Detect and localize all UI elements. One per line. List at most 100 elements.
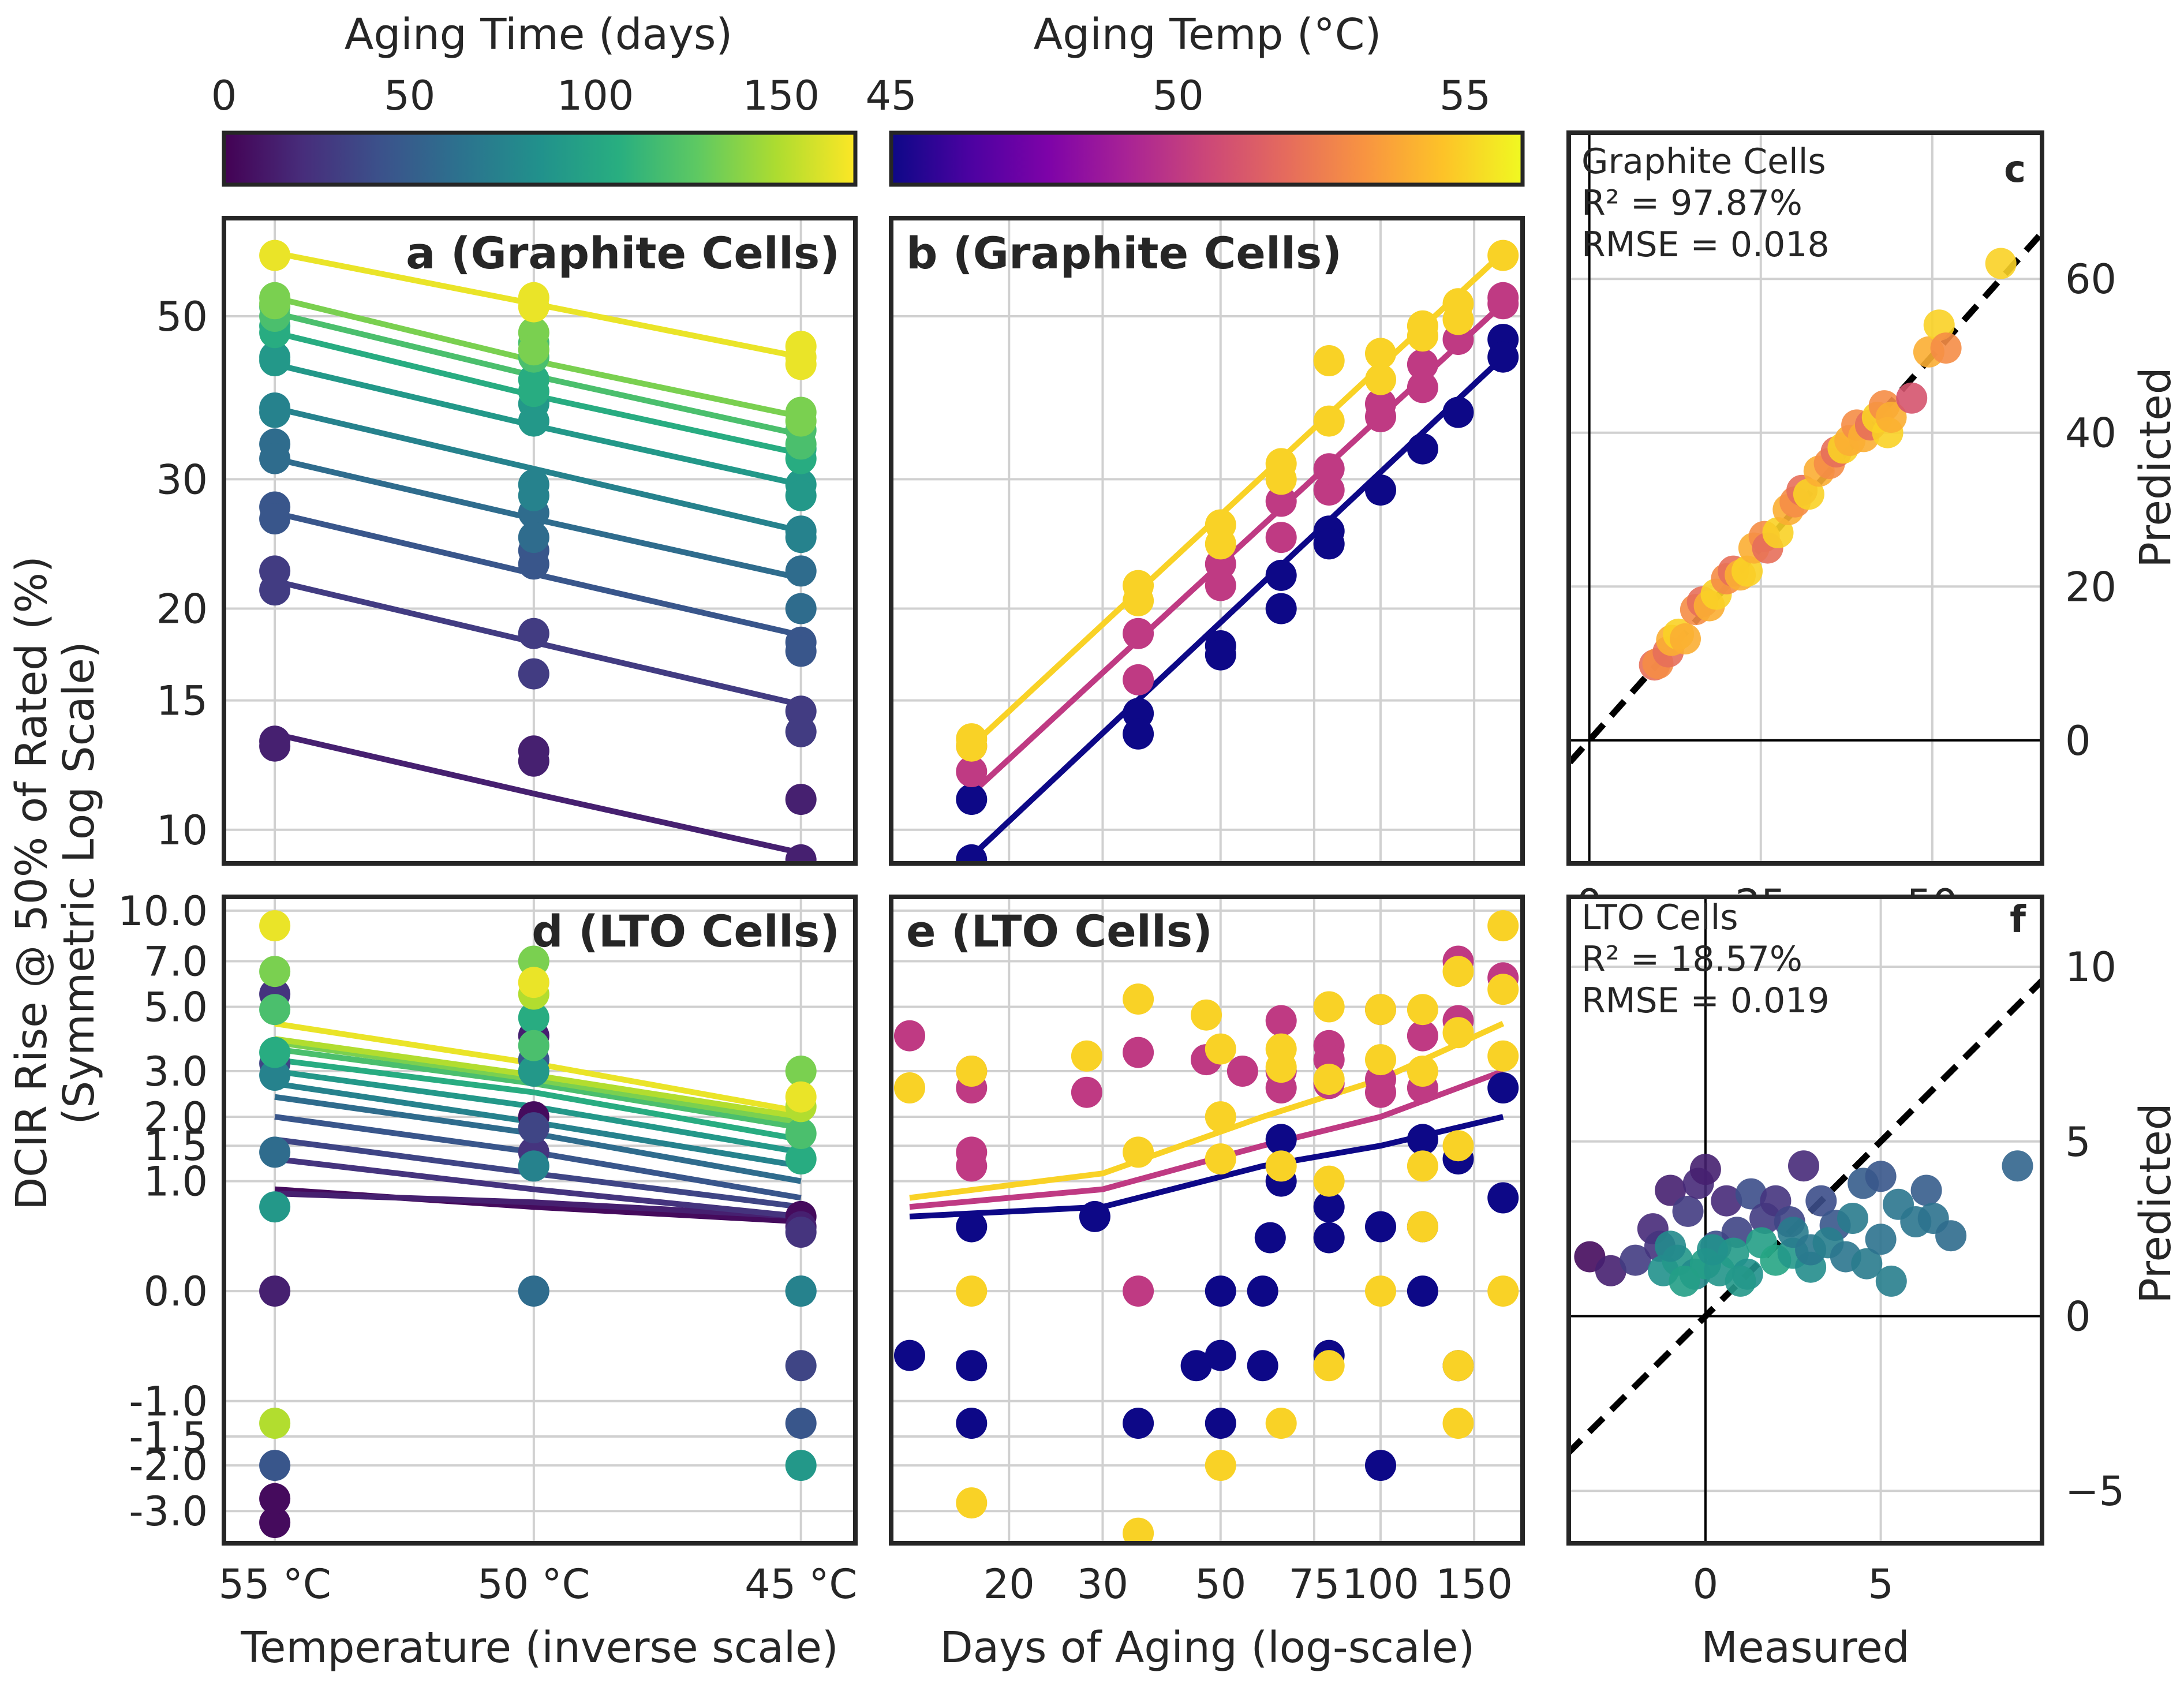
panel-d-ytick-9: -1.5 xyxy=(129,1413,208,1461)
panel-d-xtick-2: 45 °C xyxy=(745,1561,857,1608)
panel-a-point-3-1 xyxy=(259,443,291,474)
panel-b-point-2-10 xyxy=(1365,364,1396,395)
panel-e-point-0-5 xyxy=(1123,1408,1154,1439)
panel-d-ytick-10: -2.0 xyxy=(129,1442,208,1490)
panel-d-point-4-2 xyxy=(785,1408,817,1439)
panel-f-ytick-2: 5 xyxy=(2065,1118,2091,1166)
panel-e-xlabel: Days of Aging (log-scale) xyxy=(940,1623,1475,1673)
panel-b-point-2-3 xyxy=(1123,570,1154,601)
panel-f-point-42 xyxy=(1851,1248,1883,1280)
panel-d-point-7-1 xyxy=(518,1056,549,1087)
panel-b-point-0-7 xyxy=(1265,559,1297,591)
panel-d-point-5-0 xyxy=(259,1136,291,1168)
panel-a-point-5-3 xyxy=(518,405,549,437)
panel-d-point-6-0 xyxy=(259,1060,291,1091)
panel-a-point-8-3 xyxy=(518,334,549,366)
panel-a-point-4-1 xyxy=(259,396,291,428)
panel-f-plot-area xyxy=(1569,897,2042,1543)
panel-e-point-2-2 xyxy=(956,1275,988,1307)
panel-d-fit-line-2 xyxy=(274,1156,802,1219)
colorbar-temp-label: Aging Temp (°C) xyxy=(1034,10,1382,59)
panel-f-frame xyxy=(1566,895,2044,1546)
panel-b-point-0-0 xyxy=(956,844,988,863)
panel-e-point-2-17 xyxy=(1313,991,1345,1023)
panel-e-point-2-32 xyxy=(1442,1408,1474,1439)
colorbar-time-gradient xyxy=(222,130,858,187)
panel-f-point-34 xyxy=(1655,1230,1686,1262)
panel-b-point-0-11 xyxy=(1407,433,1438,465)
panel-c-point-37 xyxy=(1930,332,1962,364)
panel-d-point-9-1 xyxy=(518,1030,549,1061)
panel-e-point-0-2 xyxy=(956,1350,988,1382)
panel-d-fit-line-1 xyxy=(274,1191,801,1219)
panel-f-ytick-0: −5 xyxy=(2065,1468,2125,1515)
panel-f-xtick-0: 0 xyxy=(1693,1561,1719,1608)
panel-d-ytick-4: 2.0 xyxy=(144,1094,208,1141)
panel-e: 20 30 50 75 100 150 xyxy=(889,895,1525,1608)
panel-a-point-0-5 xyxy=(785,844,817,863)
panel-e-point-2-27 xyxy=(1407,1211,1438,1243)
panel-e-frame xyxy=(889,895,1525,1546)
panel-f-point-12 xyxy=(1735,1178,1767,1210)
panel-e-point-2-29 xyxy=(1442,1017,1474,1049)
panel-f-stat-1: LTO Cells xyxy=(1581,897,1738,938)
panel-b-point-1-7 xyxy=(1265,485,1297,517)
panel-e-xtick-0: 20 xyxy=(983,1561,1035,1608)
panel-e-point-1-4 xyxy=(956,1150,988,1182)
panel-e-point-0-15 xyxy=(1313,1191,1345,1223)
panel-e-point-0-7 xyxy=(1205,1408,1236,1439)
panel-c-stat-3: RMSE = 0.018 xyxy=(1581,225,1830,265)
panel-e-point-0-22 xyxy=(1407,1275,1438,1307)
panel-d-ytick-6: 1.0 xyxy=(144,1158,208,1206)
panel-d-point-12-0 xyxy=(259,910,291,942)
cb-temp-ticks-label-2: 55 xyxy=(1439,72,1491,119)
panel-e-xtick-5: 150 xyxy=(1435,1561,1513,1608)
panel-e-point-2-9 xyxy=(1205,1033,1236,1065)
panel-b-point-1-13 xyxy=(1407,349,1438,380)
panel-e-point-2-10 xyxy=(1205,1101,1236,1133)
panel-f-point-8 xyxy=(1689,1154,1721,1185)
shared-ylabel-line2: (Symmetric Log Scale) xyxy=(54,641,104,1124)
panel-a-fit-line-4 xyxy=(274,405,802,534)
panel-e-point-2-31 xyxy=(1442,1350,1474,1382)
panel-e-title: e (LTO Cells) xyxy=(906,906,1213,957)
panel-d-point-12-1 xyxy=(518,967,549,998)
panel-e-plot-area xyxy=(894,910,1519,1543)
panel-e-point-0-18 xyxy=(1365,1450,1396,1482)
panel-d-ytick-1: 7.0 xyxy=(144,938,208,985)
panel-b xyxy=(889,216,1525,866)
panel-a: 10 15 20 30 50 xyxy=(156,216,858,866)
panel-b-point-2-11 xyxy=(1365,338,1396,369)
panel-e-point-2-6 xyxy=(1123,1136,1154,1168)
panel-c-ylabel: Predicted xyxy=(2131,367,2181,567)
panel-b-point-0-12 xyxy=(1442,396,1474,428)
panel-f-point-35 xyxy=(1669,1265,1700,1297)
panel-f-xtick-1: 5 xyxy=(1868,1561,1894,1608)
panel-a-point-1-1 xyxy=(259,574,291,606)
panel-e-point-1-10 xyxy=(1265,1005,1297,1037)
panel-b-frame xyxy=(889,216,1525,866)
panel-b-point-1-16 xyxy=(1487,282,1519,313)
panel-a-point-8-5 xyxy=(785,405,817,437)
panel-d-point-1-0 xyxy=(259,1275,291,1307)
panel-c: 020406002550 xyxy=(1566,130,2116,928)
panel-f-point-20 xyxy=(1865,1161,1897,1192)
panel-f-point-1 xyxy=(1595,1255,1626,1286)
panel-c-plot-area xyxy=(1569,133,2042,863)
panel-d-point-0-0 xyxy=(259,1507,291,1539)
panel-d-ytick-0: 10.0 xyxy=(118,888,208,935)
panel-b-point-0-5 xyxy=(1205,639,1236,671)
colorbar-time-label: Aging Time (days) xyxy=(345,10,733,59)
panel-e-point-2-33 xyxy=(1487,910,1519,942)
panel-e-point-2-14 xyxy=(1265,1052,1297,1083)
panel-c-stat-1: Graphite Cells xyxy=(1581,141,1826,182)
panel-e-point-1-0 xyxy=(894,1020,925,1052)
shared-ylabel-line1: DCIR Rise @ 50% of Rated (%) xyxy=(7,556,57,1210)
panel-b-point-2-8 xyxy=(1313,405,1345,437)
panel-b-point-2-1 xyxy=(956,723,988,755)
panel-a-point-1-2 xyxy=(518,618,549,649)
panel-e-point-2-16 xyxy=(1265,1408,1297,1439)
panel-e-point-0-19 xyxy=(1365,1211,1396,1243)
panel-f-ytick-3: 10 xyxy=(2065,944,2116,991)
panel-f-point-48 xyxy=(1883,1188,1914,1220)
